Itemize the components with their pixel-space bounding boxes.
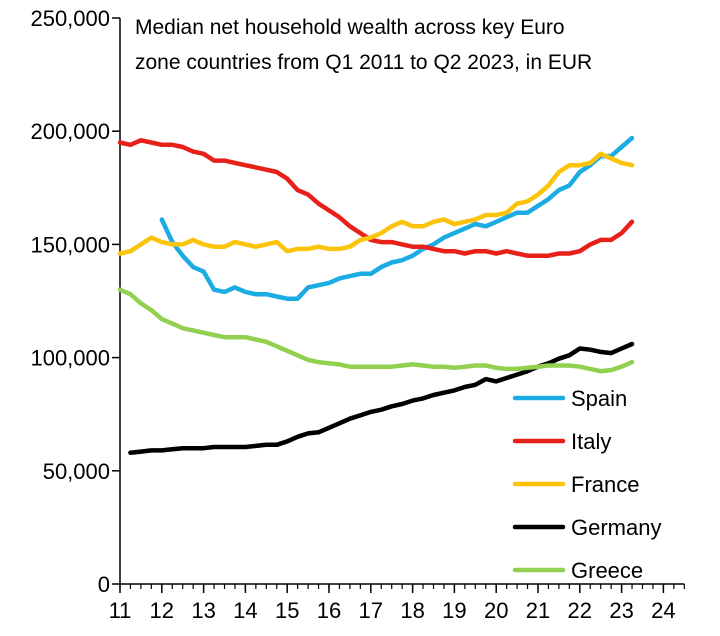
legend-label: France [571,472,639,497]
x-tick-label: 19 [442,598,466,623]
series-line-france [117,151,635,256]
chart-title-line-1: Median net household wealth across key E… [135,16,565,39]
x-tick-label: 18 [400,598,424,623]
y-axis: 0 50,000 100,000 150,000 200,000 250,000 [30,6,121,597]
series-line-spain [159,135,635,301]
chart-title: Median net household wealth across key E… [135,16,592,74]
legend: Spain Italy France Germany Greece [512,386,661,583]
x-tick-label: 20 [484,598,508,623]
legend-item-italy: Italy [512,429,611,454]
legend-item-france: France [512,472,639,497]
legend-label: Germany [571,515,661,540]
legend-item-germany: Germany [512,515,661,540]
x-tick-label: 22 [568,598,592,623]
x-tick-label: 15 [275,598,299,623]
chart-title-line-2: zone countries from Q1 2011 to Q2 2023, … [135,51,592,74]
y-tick-label: 150,000 [30,232,110,257]
legend-label: Italy [571,429,611,454]
x-tick-label: 21 [526,598,550,623]
x-tick-label: 12 [150,598,174,623]
x-tick-label: 17 [359,598,383,623]
y-tick-label: 250,000 [30,6,110,31]
x-tick-label: 23 [609,598,633,623]
y-tick-label: 100,000 [30,346,110,371]
x-axis: 11 12 13 14 15 16 17 18 19 20 21 22 23 24 [109,583,685,623]
series-line-italy [117,138,635,258]
y-tick-label: 0 [98,572,110,597]
x-tick-label: 24 [651,598,675,623]
legend-label: Greece [571,558,643,583]
x-tick-label: 13 [191,598,215,623]
legend-item-spain: Spain [512,386,627,411]
legend-label: Spain [571,386,627,411]
x-tick-label: 14 [233,598,257,623]
y-tick-label: 200,000 [30,119,110,144]
x-tick-label: 11 [109,598,132,623]
y-tick-label: 50,000 [43,459,110,484]
series-line-greece [117,287,635,374]
legend-item-greece: Greece [512,558,643,583]
x-tick-label: 16 [317,598,341,623]
series-layer [117,135,635,455]
